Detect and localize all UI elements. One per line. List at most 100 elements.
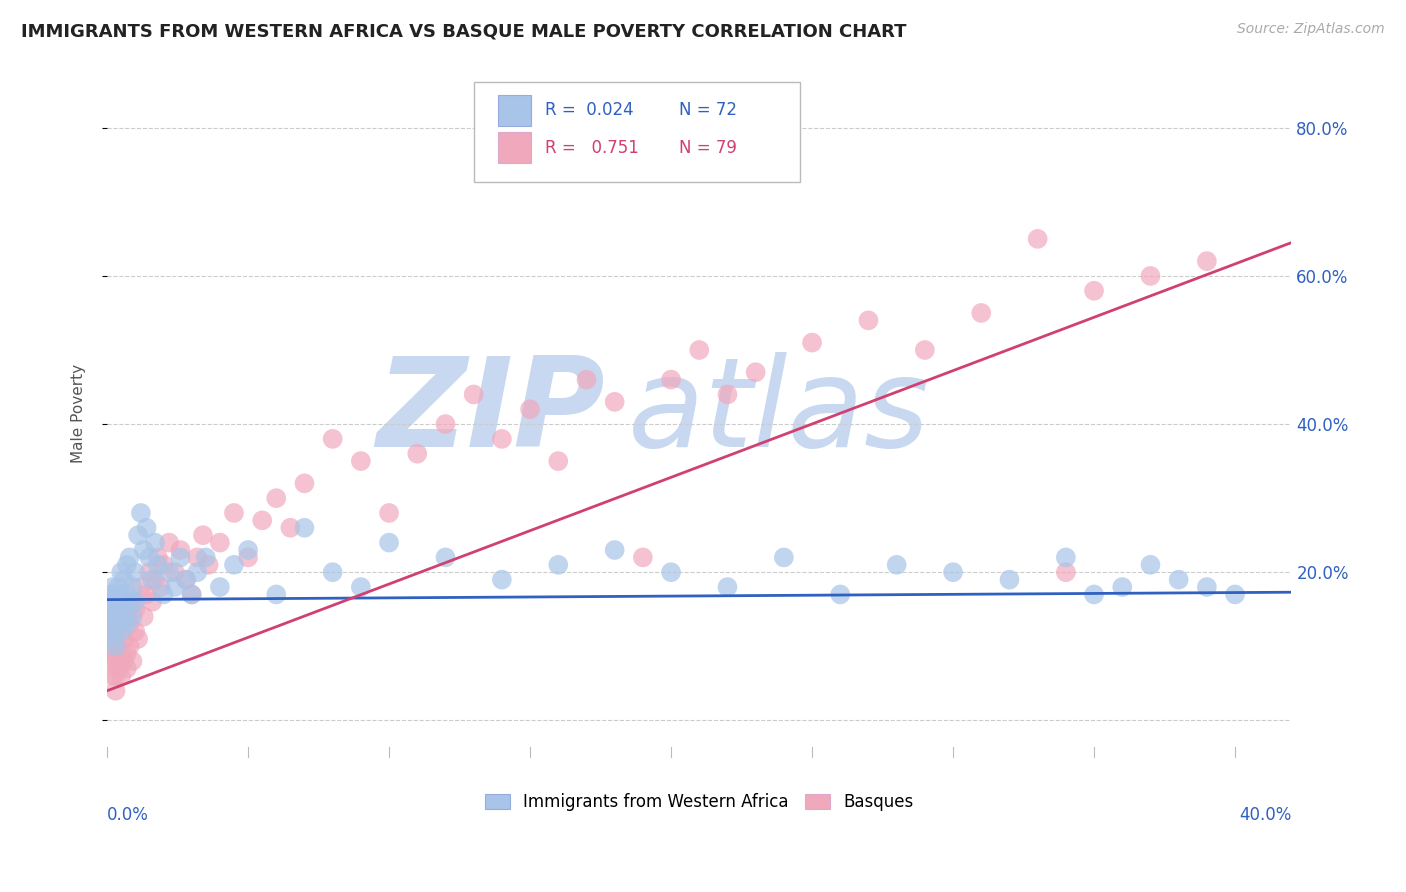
Point — [1139, 268, 1161, 283]
Point — [104, 602, 127, 616]
Point — [575, 373, 598, 387]
Point — [222, 506, 245, 520]
Point — [603, 543, 626, 558]
Point — [143, 535, 166, 549]
Point — [194, 550, 217, 565]
Point — [101, 595, 124, 609]
Point — [115, 617, 138, 632]
Point — [491, 573, 513, 587]
Point — [157, 535, 180, 549]
Point — [112, 595, 135, 609]
Point — [222, 558, 245, 572]
Point — [115, 558, 138, 572]
Point — [1195, 254, 1218, 268]
Point — [129, 506, 152, 520]
Point — [1083, 284, 1105, 298]
Point — [180, 587, 202, 601]
Point — [107, 640, 129, 654]
Point — [107, 617, 129, 632]
Legend: Immigrants from Western Africa, Basques: Immigrants from Western Africa, Basques — [485, 793, 914, 811]
Point — [716, 387, 738, 401]
Point — [141, 573, 163, 587]
Point — [322, 432, 344, 446]
Point — [280, 521, 302, 535]
Point — [1167, 573, 1189, 587]
Point — [858, 313, 880, 327]
Point — [143, 573, 166, 587]
Point — [112, 632, 135, 646]
Point — [107, 617, 129, 632]
Point — [118, 550, 141, 565]
Point — [659, 373, 682, 387]
Point — [121, 580, 143, 594]
Point — [107, 580, 129, 594]
Point — [101, 632, 124, 646]
Point — [124, 602, 146, 616]
Point — [603, 395, 626, 409]
Point — [110, 602, 132, 616]
Point — [208, 580, 231, 594]
Point — [135, 587, 157, 601]
Text: R =  0.024: R = 0.024 — [546, 101, 634, 119]
Point — [104, 654, 127, 668]
Point — [152, 587, 174, 601]
Point — [191, 528, 214, 542]
Point — [264, 491, 287, 505]
Point — [121, 595, 143, 609]
Y-axis label: Male Poverty: Male Poverty — [72, 363, 86, 463]
Point — [104, 617, 127, 632]
Point — [149, 580, 172, 594]
Point — [141, 595, 163, 609]
Point — [118, 617, 141, 632]
Point — [101, 647, 124, 661]
Point — [101, 580, 124, 594]
Point — [101, 669, 124, 683]
Point — [830, 587, 852, 601]
Point — [152, 558, 174, 572]
Point — [138, 550, 160, 565]
Point — [174, 573, 197, 587]
Point — [773, 550, 796, 565]
Point — [101, 624, 124, 639]
Point — [519, 402, 541, 417]
Point — [186, 550, 208, 565]
Point — [197, 558, 219, 572]
Point — [101, 617, 124, 632]
Point — [138, 566, 160, 580]
Point — [98, 640, 121, 654]
Point — [294, 476, 316, 491]
Point — [1083, 587, 1105, 601]
Point — [169, 543, 191, 558]
Point — [350, 580, 373, 594]
Text: IMMIGRANTS FROM WESTERN AFRICA VS BASQUE MALE POVERTY CORRELATION CHART: IMMIGRANTS FROM WESTERN AFRICA VS BASQUE… — [21, 22, 907, 40]
FancyBboxPatch shape — [498, 95, 531, 126]
Point — [118, 595, 141, 609]
Point — [659, 566, 682, 580]
Point — [132, 543, 155, 558]
Point — [716, 580, 738, 594]
Point — [174, 573, 197, 587]
Point — [104, 683, 127, 698]
Point — [744, 365, 766, 379]
Point — [186, 566, 208, 580]
Point — [127, 528, 149, 542]
Point — [886, 558, 908, 572]
Text: atlas: atlas — [628, 352, 931, 474]
Point — [112, 609, 135, 624]
Point — [180, 587, 202, 601]
Point — [98, 609, 121, 624]
Point — [236, 543, 259, 558]
Point — [112, 573, 135, 587]
Point — [110, 602, 132, 616]
Point — [104, 587, 127, 601]
Point — [1195, 580, 1218, 594]
Point — [491, 432, 513, 446]
Text: N = 79: N = 79 — [679, 139, 737, 157]
Text: R =   0.751: R = 0.751 — [546, 139, 640, 157]
Point — [132, 609, 155, 624]
Point — [124, 624, 146, 639]
Point — [112, 654, 135, 668]
Point — [970, 306, 993, 320]
Point — [121, 654, 143, 668]
Point — [118, 640, 141, 654]
